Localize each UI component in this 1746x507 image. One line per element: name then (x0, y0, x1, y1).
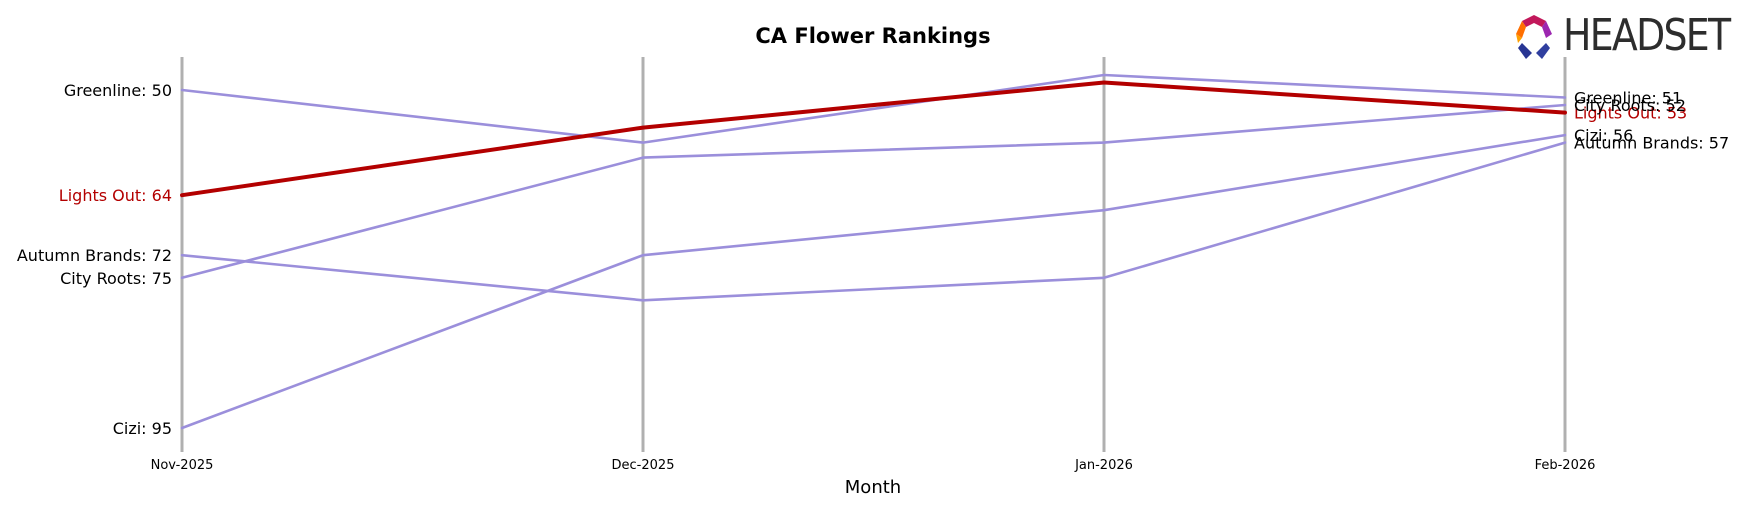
x-tick-label: Feb-2026 (1535, 458, 1596, 473)
end-label-lights-out: Lights Out: 53 (1574, 104, 1687, 123)
headset-logo: HEADSET (1508, 10, 1738, 62)
x-tick-label: Jan-2026 (1074, 458, 1133, 473)
start-label-autumn-brands: Autumn Brands: 72 (17, 246, 172, 265)
x-axis-label: Month (845, 477, 901, 498)
chart-title: CA Flower Rankings (755, 24, 990, 48)
end-label-greenline: Greenline: 51 (1574, 89, 1682, 108)
x-tick-labels: Nov-2025 Dec-2025 Jan-2026 Feb-2026 (151, 458, 1596, 473)
start-labels: Greenline: 50 Lights Out: 64 Autumn Brands… (17, 81, 172, 438)
series-line-cizi (180, 133, 1567, 430)
series-line-autumn-brands (180, 141, 1567, 302)
start-label-greenline: Greenline: 50 (64, 81, 172, 100)
headset-logo-icon (1516, 15, 1552, 59)
x-tick-label: Nov-2025 (151, 458, 214, 473)
end-label-cizi: Cizi: 56 (1574, 126, 1633, 145)
start-label-cizi: Cizi: 95 (113, 419, 172, 438)
end-label-autumn-brands: Autumn Brands: 57 (1574, 134, 1729, 153)
x-tick-label: Dec-2025 (612, 458, 675, 473)
series-line-city-roots (180, 103, 1567, 280)
start-label-city-roots: City Roots: 75 (60, 269, 172, 288)
headset-logo-text: HEADSET (1563, 10, 1731, 61)
series-lines (180, 73, 1567, 430)
series-line-greenline (180, 73, 1567, 144)
start-label-lights-out: Lights Out: 64 (59, 186, 172, 205)
series-line-lights-out (180, 80, 1567, 198)
end-label-city-roots: City Roots: 52 (1574, 96, 1686, 115)
grid-lines (180, 57, 1567, 452)
